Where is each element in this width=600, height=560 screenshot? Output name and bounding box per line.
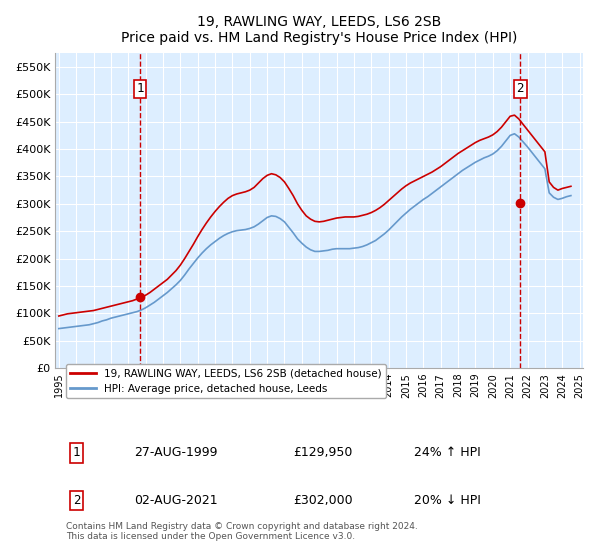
Text: 1: 1 bbox=[73, 446, 80, 459]
Text: £302,000: £302,000 bbox=[293, 494, 352, 507]
Text: 1: 1 bbox=[136, 82, 143, 95]
Text: Contains HM Land Registry data © Crown copyright and database right 2024.
This d: Contains HM Land Registry data © Crown c… bbox=[66, 522, 418, 542]
Text: 2: 2 bbox=[73, 494, 80, 507]
Text: 02-AUG-2021: 02-AUG-2021 bbox=[134, 494, 218, 507]
Title: 19, RAWLING WAY, LEEDS, LS6 2SB
Price paid vs. HM Land Registry's House Price In: 19, RAWLING WAY, LEEDS, LS6 2SB Price pa… bbox=[121, 15, 517, 45]
Legend: 19, RAWLING WAY, LEEDS, LS6 2SB (detached house), HPI: Average price, detached h: 19, RAWLING WAY, LEEDS, LS6 2SB (detache… bbox=[66, 365, 386, 398]
Text: £129,950: £129,950 bbox=[293, 446, 352, 459]
Text: 24% ↑ HPI: 24% ↑ HPI bbox=[414, 446, 481, 459]
Text: 2: 2 bbox=[517, 82, 524, 95]
Text: 20% ↓ HPI: 20% ↓ HPI bbox=[414, 494, 481, 507]
Text: 27-AUG-1999: 27-AUG-1999 bbox=[134, 446, 218, 459]
